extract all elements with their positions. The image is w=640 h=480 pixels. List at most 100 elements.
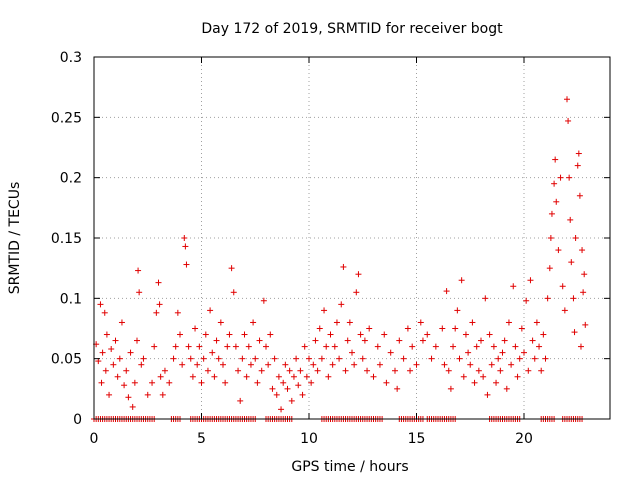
data-point — [577, 343, 584, 350]
data-point — [394, 385, 401, 392]
data-point — [241, 331, 248, 338]
data-point — [155, 279, 162, 286]
data-point — [172, 343, 179, 350]
data-point — [278, 406, 285, 413]
data-point — [484, 391, 491, 398]
data-point — [118, 319, 125, 326]
data-point — [129, 403, 136, 410]
data-point — [473, 343, 480, 350]
data-point — [273, 391, 280, 398]
data-point — [564, 96, 570, 103]
data-point — [407, 367, 414, 374]
data-point — [106, 391, 113, 398]
data-point — [308, 379, 315, 386]
data-point — [516, 355, 523, 362]
data-point — [344, 337, 351, 344]
data-point — [497, 367, 504, 374]
y-tick-label: 0.05 — [51, 352, 82, 368]
data-point — [467, 361, 474, 368]
data-point — [301, 343, 308, 350]
data-point — [542, 355, 549, 362]
data-point — [230, 289, 237, 296]
data-point — [452, 325, 459, 332]
data-point — [183, 261, 190, 268]
data-point — [290, 373, 297, 380]
data-point — [552, 156, 559, 163]
data-point — [200, 355, 207, 362]
data-point — [310, 361, 317, 368]
data-point — [156, 301, 163, 308]
data-point — [581, 271, 588, 278]
data-point — [555, 247, 562, 254]
data-point — [548, 210, 555, 217]
data-point — [256, 337, 263, 344]
data-point — [349, 349, 355, 356]
data-point — [376, 361, 383, 368]
data-point — [359, 355, 366, 362]
data-point — [501, 337, 508, 344]
data-point — [293, 355, 300, 362]
data-point — [478, 337, 484, 344]
data-point — [413, 361, 420, 368]
data-point — [432, 343, 439, 350]
data-point — [387, 349, 394, 356]
data-point — [204, 367, 211, 374]
data-point — [116, 355, 123, 362]
data-point — [295, 382, 302, 389]
data-point — [177, 331, 183, 338]
data-point — [232, 343, 239, 350]
data-point — [299, 391, 306, 398]
data-point — [123, 367, 130, 374]
data-point — [138, 361, 145, 368]
data-point — [340, 263, 347, 270]
data-point — [465, 349, 472, 356]
data-point — [575, 150, 582, 157]
data-point — [508, 361, 515, 368]
data-point — [112, 337, 119, 344]
data-point — [580, 289, 587, 296]
y-tick-label: 0.2 — [60, 171, 82, 187]
data-point — [383, 379, 390, 386]
data-point — [135, 267, 142, 274]
data-point — [252, 355, 259, 362]
data-point — [333, 319, 340, 326]
data-points — [91, 96, 589, 422]
data-point — [462, 331, 469, 338]
data-point — [97, 301, 104, 308]
data-point — [127, 349, 134, 356]
data-point — [325, 373, 332, 380]
data-point — [114, 373, 121, 380]
data-point — [312, 337, 319, 344]
data-point — [346, 319, 353, 326]
data-point — [149, 379, 156, 386]
data-point — [370, 373, 377, 380]
data-point — [338, 301, 345, 308]
data-point — [101, 309, 108, 316]
data-point — [131, 379, 138, 386]
data-point — [269, 385, 276, 392]
data-point — [428, 355, 435, 362]
x-tick-label: 0 — [90, 431, 99, 447]
data-point — [288, 397, 295, 404]
data-point — [546, 265, 553, 272]
data-point — [336, 355, 343, 362]
data-point — [108, 346, 115, 353]
data-point — [364, 367, 371, 374]
data-point — [544, 295, 551, 302]
data-point — [417, 319, 424, 326]
data-point — [159, 391, 166, 398]
data-point — [267, 331, 274, 338]
data-point — [439, 325, 446, 332]
data-point — [527, 277, 534, 284]
data-point — [570, 295, 577, 302]
data-point — [286, 367, 293, 374]
data-point — [450, 343, 457, 350]
grid-lines — [94, 57, 610, 419]
data-point — [351, 361, 358, 368]
data-point — [557, 174, 564, 181]
data-point — [482, 295, 489, 302]
x-tick-label: 15 — [408, 431, 426, 447]
data-point — [331, 343, 338, 350]
data-point — [194, 361, 201, 368]
data-point — [443, 288, 450, 295]
